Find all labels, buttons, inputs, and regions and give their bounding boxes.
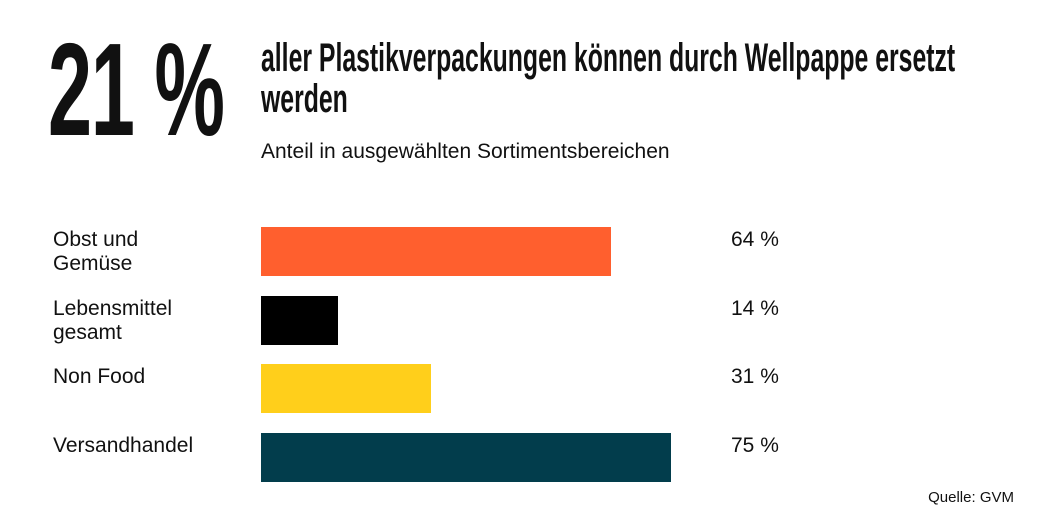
value-label: 31 % (731, 365, 779, 389)
value-label: 75 % (731, 433, 779, 457)
headline-number: 21 % (48, 16, 225, 163)
bar (261, 295, 338, 345)
chart-title: aller Plastikverpackungen können durch W… (261, 36, 956, 121)
category-label: Lebensmittel gesamt (53, 296, 173, 344)
bar (261, 364, 431, 414)
source-note: Quelle: GVM (928, 489, 1014, 506)
value-label: 14 % (731, 296, 779, 320)
chart-subtitle: Anteil in ausgewählten Sortimentsbereich… (261, 140, 670, 163)
bar (261, 227, 612, 276)
category-label: Versandhandel (53, 433, 194, 457)
category-label: Obst und Gemüse (53, 228, 139, 275)
bar (261, 432, 672, 482)
category-label: Non Food (53, 365, 146, 389)
value-label: 64 % (731, 228, 779, 251)
